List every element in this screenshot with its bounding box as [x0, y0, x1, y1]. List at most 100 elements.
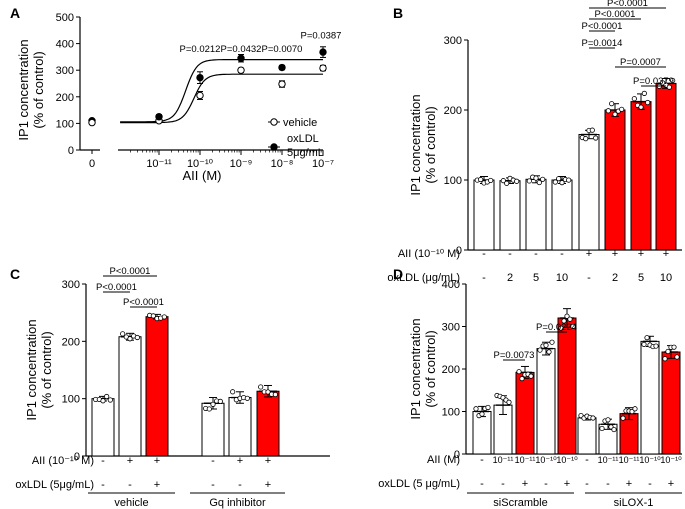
b-dot	[609, 101, 615, 107]
b-dot	[670, 77, 676, 84]
c-row1-value: -	[211, 455, 215, 467]
a-x-tick-label: 0	[89, 158, 95, 170]
c-bar	[145, 316, 169, 457]
d-dot	[567, 316, 573, 322]
c-dot	[265, 389, 271, 395]
a-x-tick-label: 10⁻⁸	[271, 158, 294, 170]
d-dot	[599, 425, 605, 432]
c-dot	[107, 397, 113, 403]
b-pvalue: P=0.0007	[620, 57, 661, 68]
d-row1-label: AII (M)	[427, 454, 460, 466]
c-group-label: vehicle	[114, 497, 148, 509]
d-row2-value: +	[668, 478, 674, 490]
d-dot	[479, 411, 485, 417]
a-legend-marker-vehicle	[270, 118, 278, 126]
a-point-oxldl	[278, 63, 286, 72]
b-row1-value: -	[508, 248, 512, 260]
d-group-label: siLOX-1	[614, 497, 654, 509]
a-point-vehicle	[196, 91, 204, 100]
b-panel-label: B	[393, 5, 403, 21]
b-dot	[566, 177, 572, 183]
d-bar	[557, 317, 577, 455]
d-row2-value: +	[564, 478, 570, 490]
d-y-tick-label: 400	[442, 279, 460, 291]
d-dot	[641, 341, 647, 348]
a-y-tick-label: 0	[68, 145, 74, 157]
c-dot	[217, 398, 223, 405]
c-bar	[228, 397, 252, 457]
d-dot	[516, 369, 522, 375]
b-row2-value: 10	[556, 272, 568, 284]
b-row2-label: oxLDL (μg/mL)	[387, 272, 460, 284]
c-row2-value: +	[154, 479, 160, 491]
b-dot	[612, 111, 618, 117]
a-point-oxldl	[196, 73, 204, 82]
d-row1-value: 10⁻¹⁰	[535, 455, 557, 465]
b-dot	[641, 90, 647, 96]
b-bar	[655, 82, 677, 251]
a-x-label: AII (M)	[183, 168, 222, 183]
d-panel-label: D	[393, 266, 403, 282]
d-row1-value: 10⁻¹⁰	[660, 455, 682, 465]
b-row2-value: 2	[612, 272, 618, 284]
b-row2-value: -	[587, 272, 591, 284]
a-x-tick-label: 10⁻⁷	[312, 158, 334, 170]
d-row2-value: +	[626, 478, 632, 490]
d-dot	[543, 342, 549, 348]
d-row1-value: 10⁻¹⁰	[556, 455, 578, 465]
b-y-tick-label: 300	[444, 35, 462, 47]
d-dot	[653, 343, 659, 349]
c-dot	[230, 389, 236, 395]
b-dot	[593, 135, 599, 141]
d-row2-value: -	[606, 478, 610, 490]
b-dot	[559, 180, 565, 186]
c-y-tick-label: 300	[62, 279, 80, 291]
b-y-tick-label: 100	[444, 175, 462, 187]
b-dot	[619, 106, 625, 112]
b-pvalue: P=0.0379	[633, 76, 674, 87]
c-dot	[272, 391, 278, 398]
d-row2-value: -	[544, 478, 548, 490]
b-bar	[525, 178, 547, 251]
d-bar	[640, 340, 660, 455]
b-dot	[666, 84, 672, 90]
d-dot	[620, 415, 626, 421]
d-row2-value: -	[585, 478, 589, 490]
a-x-tick-label: 10⁻⁹	[230, 158, 253, 170]
c-pvalue: P<0.0001	[96, 282, 137, 293]
b-dot	[488, 177, 494, 184]
a-legend-marker-oxldl	[270, 143, 278, 151]
b-bar	[473, 179, 495, 251]
c-row1-label: AII (10⁻¹⁰ M)	[32, 455, 94, 467]
b-bar	[551, 179, 573, 251]
d-row1-value: 10⁻¹⁰	[639, 455, 661, 465]
c-panel-label: C	[10, 266, 20, 282]
b-row1-value: +	[586, 248, 592, 260]
b-dot	[514, 178, 520, 184]
b-row1-value: +	[638, 248, 644, 260]
b-dot	[500, 178, 506, 184]
b-bar	[604, 109, 626, 251]
d-dot	[558, 325, 564, 331]
d-group-label: siScramble	[493, 497, 547, 509]
d-y-label: IP1 concentration (% of control)	[408, 318, 438, 419]
b-dot	[589, 127, 595, 133]
c-dot	[161, 314, 167, 320]
a-pvalue: P=0.0070	[262, 44, 303, 55]
a-y-tick-label: 100	[56, 118, 74, 130]
d-dot	[537, 347, 543, 353]
b-row2-value: -	[482, 272, 486, 284]
d-bar	[536, 348, 556, 455]
c-dot	[258, 384, 264, 390]
c-dot	[206, 406, 212, 412]
a-x-tick-label: 10⁻¹¹	[146, 158, 172, 170]
c-dot	[210, 401, 216, 407]
b-row1-value: -	[560, 248, 564, 260]
a-pvalue: P=0.0387	[301, 30, 342, 41]
d-row1-value: 10⁻¹¹	[515, 455, 536, 465]
b-row2-value: 2	[507, 272, 513, 284]
a-legend-dose: 5μg/mL	[287, 147, 324, 159]
c-bar	[256, 390, 280, 457]
c-row2-value: -	[211, 479, 215, 491]
d-dot	[506, 399, 512, 405]
